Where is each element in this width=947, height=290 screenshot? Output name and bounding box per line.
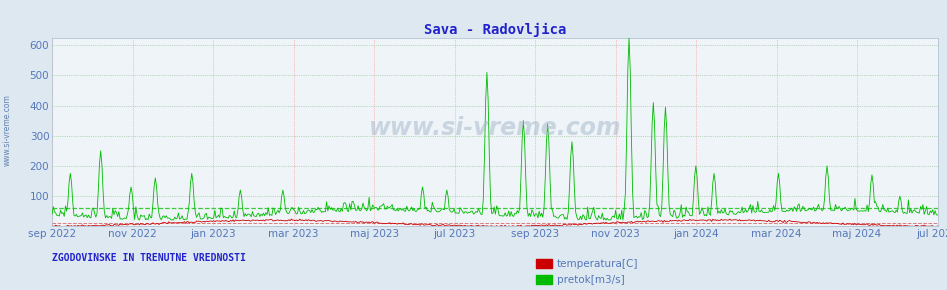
Text: www.si-vreme.com: www.si-vreme.com [3, 95, 12, 166]
Title: Sava - Radovljica: Sava - Radovljica [423, 22, 566, 37]
Text: ZGODOVINSKE IN TRENUTNE VREDNOSTI: ZGODOVINSKE IN TRENUTNE VREDNOSTI [52, 253, 246, 263]
Text: www.si-vreme.com: www.si-vreme.com [368, 116, 621, 140]
Legend: temperatura[C], pretok[m3/s]: temperatura[C], pretok[m3/s] [536, 259, 638, 285]
